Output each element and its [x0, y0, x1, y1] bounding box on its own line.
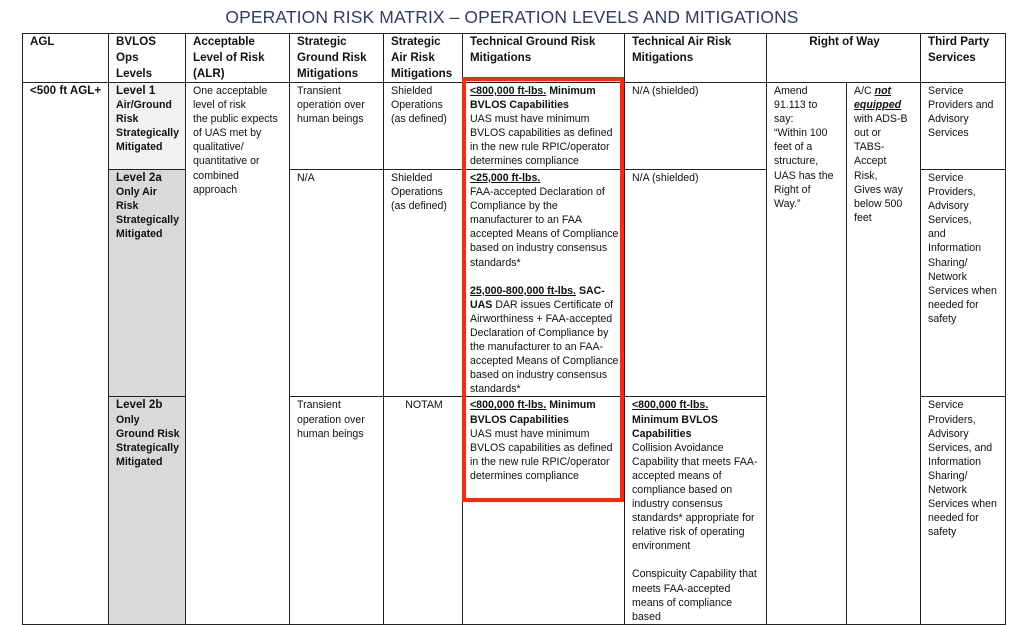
third-party-cell: Service Providers, Advisory Services, and In… [920, 396, 1007, 625]
header-row: AGL BVLOS Ops Levels Acceptable Level of Ri… [22, 33, 1007, 83]
level-2a-cell: Level 2a Only Air Risk Strategically Mitiga… [108, 168, 186, 398]
technical-air-cell: N/A (shielded) [624, 82, 767, 170]
header-technical-ground: Technical Ground Risk Mitigations [462, 33, 625, 83]
right-of-way-not-equipped-cell: A/C not equipped with ADS-B out or TABS- Ac… [845, 82, 922, 625]
header-technical-air: Technical Air Risk Mitigations [624, 33, 767, 83]
third-party-cell: Service Providers and Advisory Services [920, 82, 1007, 170]
table-row-level-2a: Level 2a Only Air Risk Strategically Mitiga… [23, 168, 1007, 398]
technical-air-cell: <800,000 ft-lbs. Minimum BVLOS Capabilit… [624, 396, 767, 625]
header-strategic-air: Strategic Air Risk Mitigations [383, 33, 463, 83]
header-third-party: Third Party Services [920, 33, 1007, 83]
strategic-ground-cell: N/A [289, 168, 384, 398]
alr-cell: One acceptable level of risk the public ex… [185, 82, 290, 625]
strategic-air-cell: Shielded Operations (as defined) [383, 82, 463, 170]
strategic-ground-cell: Transient operation over human beings [289, 396, 384, 625]
header-alr: Acceptable Level of Risk (ALR) [185, 33, 290, 83]
right-of-way-amend-cell: Amend 91.113 to say: “Within 100 feet of a st… [766, 82, 847, 625]
agl-cell: <500 ft AGL+ [22, 82, 109, 625]
technical-ground-cell: <25,000 ft-lbs. FAA-accepted Declaration … [462, 168, 625, 398]
header-strategic-ground: Strategic Ground Risk Mitigations [289, 33, 384, 83]
strategic-air-cell: Shielded Operations (as defined) [383, 168, 463, 398]
header-right-of-way: Right of Way [765, 33, 922, 83]
strategic-air-cell: NOTAM [383, 396, 463, 625]
third-party-cell: Service Providers, Advisory Services, and Inf… [920, 168, 1007, 398]
table-row-level-1: <500 ft AGL+ Level 1 Air/Ground Risk Strat… [22, 82, 1007, 625]
technical-ground-cell: <800,000 ft-lbs. Minimum BVLOS Capabilit… [462, 82, 625, 170]
strategic-ground-cell: Transient operation over human beings [289, 82, 384, 170]
document-title: OPERATION RISK MATRIX – OPERATION LEVELS… [225, 7, 799, 27]
technical-ground-cell: <800,000 ft-lbs. Minimum BVLOS Capabilit… [462, 396, 625, 625]
level-2b-cell: Level 2b Only Ground Risk Strategically Mit… [108, 396, 186, 625]
level-1-cell: Level 1 Air/Ground Risk Strategically Mitig… [108, 82, 186, 170]
technical-air-cell: N/A (shielded) [624, 168, 767, 398]
header-bvlos: BVLOS Ops Levels [108, 33, 186, 83]
risk-matrix-table: AGL BVLOS Ops Levels Acceptable Level of Ri… [22, 33, 1007, 625]
table-row-level-2b: Level 2b Only Ground Risk Strategically Mit… [23, 396, 1007, 625]
header-agl: AGL [22, 33, 109, 83]
